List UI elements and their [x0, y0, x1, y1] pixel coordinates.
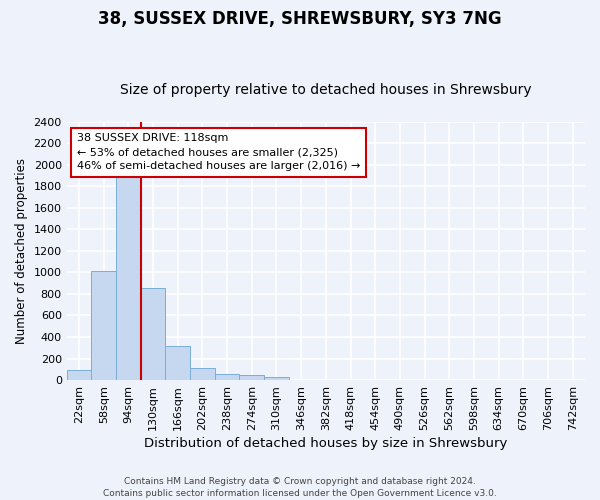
Text: Contains HM Land Registry data © Crown copyright and database right 2024.
Contai: Contains HM Land Registry data © Crown c…	[103, 476, 497, 498]
Title: Size of property relative to detached houses in Shrewsbury: Size of property relative to detached ho…	[120, 83, 532, 97]
Bar	[264, 377, 289, 380]
Y-axis label: Number of detached properties: Number of detached properties	[15, 158, 28, 344]
Bar	[67, 370, 91, 380]
Bar	[116, 176, 141, 380]
Bar	[215, 374, 239, 380]
X-axis label: Distribution of detached houses by size in Shrewsbury: Distribution of detached houses by size …	[144, 437, 508, 450]
Bar	[91, 271, 116, 380]
Text: 38 SUSSEX DRIVE: 118sqm
← 53% of detached houses are smaller (2,325)
46% of semi: 38 SUSSEX DRIVE: 118sqm ← 53% of detache…	[77, 134, 361, 172]
Bar	[141, 288, 166, 380]
Bar	[166, 346, 190, 380]
Bar	[239, 375, 264, 380]
Text: 38, SUSSEX DRIVE, SHREWSBURY, SY3 7NG: 38, SUSSEX DRIVE, SHREWSBURY, SY3 7NG	[98, 10, 502, 28]
Bar	[190, 368, 215, 380]
